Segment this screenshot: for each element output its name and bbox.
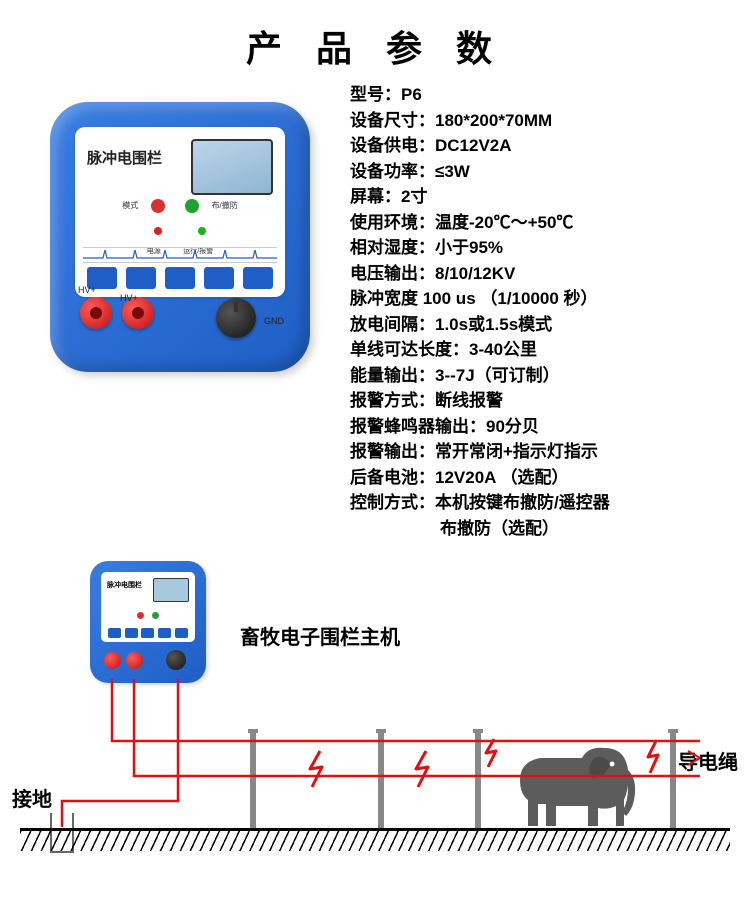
spec-value: 90分贝 (486, 417, 539, 436)
spec-value: 常开常闭+指示灯指示 (435, 442, 598, 461)
spec-row: 设备供电：DC12V2A (350, 133, 730, 159)
spec-row: 屏幕：2寸 (350, 184, 730, 210)
spec-label: 脉冲宽度 (350, 289, 418, 308)
spec-label: 屏幕： (350, 187, 401, 206)
diagram-knob-icon (166, 650, 186, 670)
spec-label: 单线可达长度： (350, 340, 469, 359)
spec-label: 型号： (350, 85, 401, 104)
hv-terminal-1-icon (80, 297, 112, 329)
spec-row: 设备功率：≤3W (350, 159, 730, 185)
spec-label: 报警方式： (350, 391, 435, 410)
spec-label: 报警蜂鸣器输出： (350, 417, 486, 436)
spec-value: 180*200*70MM (435, 111, 552, 130)
fence-post (475, 733, 481, 828)
diagram-device: 脉冲电围栏 (90, 561, 206, 683)
spec-label: 后备电池： (350, 468, 435, 487)
hv-terminals: HV+ HV+ (80, 297, 160, 334)
spec-row: 能量输出：3--7J（可订制） (350, 363, 730, 389)
spec-value: 100 us （1/10000 秒） (418, 289, 598, 308)
spec-value: DC12V2A (435, 136, 512, 155)
spec-row: 使用环境：温度-20℃～+50℃ (350, 210, 730, 236)
wiring-diagram: 脉冲电围栏 畜牧电子围栏主机 导电绳 接地 (0, 551, 750, 861)
spec-value: 小于95% (435, 238, 503, 257)
spec-row: 控制方式：本机按键布撤防/遥控器 (350, 490, 730, 516)
spec-row: 相对湿度：小于95% (350, 235, 730, 261)
power-led-icon (154, 227, 162, 235)
spec-label: 电压输出： (350, 264, 435, 283)
ground-hatch-icon (20, 831, 730, 851)
product-image: 脉冲电围栏 模式 布/撤防 电源 运行/报警 (20, 82, 340, 462)
spec-label: 相对湿度： (350, 238, 435, 257)
spec-value: P6 (401, 85, 422, 104)
device-panel: 脉冲电围栏 模式 布/撤防 电源 运行/报警 (75, 127, 285, 297)
spec-label: 能量输出： (350, 366, 435, 385)
diagram-hv1-icon (104, 652, 121, 669)
mode-button-icon (151, 199, 165, 213)
elephant-icon (510, 728, 640, 828)
spec-row: 报警输出：常开常闭+指示灯指示 (350, 439, 730, 465)
spec-continuation: 布撤防（选配） (350, 516, 730, 542)
arm-button-icon (185, 199, 199, 213)
spec-value: 3--7J（可订制） (435, 366, 560, 385)
run-led-icon (198, 227, 206, 235)
spec-row: 脉冲宽度 100 us （1/10000 秒） (350, 286, 730, 312)
spec-value: 断线报警 (435, 391, 503, 410)
arm-button-label: 布/撤防 (212, 200, 238, 211)
spec-row: 后备电池：12V20A （选配） (350, 465, 730, 491)
spec-value: 2寸 (401, 187, 427, 206)
spec-value: 3-40公里 (469, 340, 537, 359)
spec-label: 报警输出： (350, 442, 435, 461)
hv1-label: HV+ (78, 285, 96, 295)
fence-post (378, 733, 384, 828)
spec-row: 电压输出：8/10/12KV (350, 261, 730, 287)
spec-value: ≤3W (435, 162, 470, 181)
spec-label: 设备尺寸： (350, 111, 435, 130)
spec-label: 设备供电： (350, 136, 435, 155)
spec-value: 1.0s或1.5s模式 (435, 315, 552, 334)
spec-row: 型号：P6 (350, 82, 730, 108)
panel-label: 脉冲电围栏 (87, 147, 162, 168)
fence-post (670, 733, 676, 828)
gnd-label: GND (264, 316, 284, 326)
spec-row: 单线可达长度：3-40公里 (350, 337, 730, 363)
spec-row: 报警方式：断线报警 (350, 388, 730, 414)
spec-row: 设备尺寸：180*200*70MM (350, 108, 730, 134)
device-screen (191, 139, 273, 195)
spec-value: 8/10/12KV (435, 264, 515, 283)
spec-label: 使用环境： (350, 213, 435, 232)
spec-label: 放电间隔： (350, 315, 435, 334)
diagram-hv2-icon (126, 652, 143, 669)
device-body: 脉冲电围栏 模式 布/撤防 电源 运行/报警 (50, 102, 310, 372)
hv2-label: HV+ (120, 293, 138, 303)
page-title: 产 品 参 数 (0, 0, 750, 82)
specs-list: 型号：P6设备尺寸：180*200*70MM设备供电：DC12V2A设备功率：≤… (340, 82, 730, 541)
spec-row: 放电间隔：1.0s或1.5s模式 (350, 312, 730, 338)
diagram-host-label: 畜牧电子围栏主机 (240, 621, 400, 650)
spec-value: 12V20A （选配） (435, 468, 569, 487)
spec-value: 温度-20℃～+50℃ (435, 213, 573, 232)
spec-label: 设备功率： (350, 162, 435, 181)
diagram-rope-label: 导电绳 (678, 746, 738, 775)
spec-value: 本机按键布撤防/遥控器 (435, 493, 610, 512)
spec-label: 控制方式： (350, 493, 435, 512)
gnd-pin-icon (234, 302, 238, 312)
spec-row: 报警蜂鸣器输出：90分贝 (350, 414, 730, 440)
animal-icon-row (83, 267, 277, 289)
fence-post (250, 733, 256, 828)
mode-button-label: 模式 (122, 200, 138, 211)
diagram-ground-label: 接地 (12, 783, 52, 812)
pulse-wave-icon (83, 247, 277, 263)
